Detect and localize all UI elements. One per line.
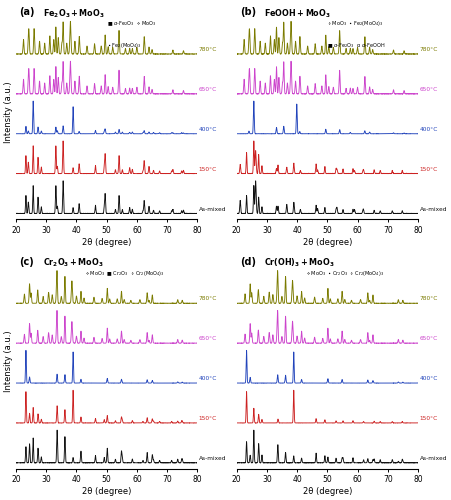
Text: $\diamond$ MoO$_3$  $\bullet$ Cr$_2$O$_3$  $\circ$ Cr$_2$(MoO$_4$)$_3$: $\diamond$ MoO$_3$ $\bullet$ Cr$_2$O$_3$…: [305, 268, 384, 278]
Text: 150°C: 150°C: [199, 416, 217, 421]
Text: $\mathbf{FeOOH+MoO_3}$: $\mathbf{FeOOH+MoO_3}$: [264, 8, 331, 20]
Text: As-mixed: As-mixed: [199, 456, 226, 461]
Text: $\mathbf{Cr_2O_3+MoO_3}$: $\mathbf{Cr_2O_3+MoO_3}$: [43, 256, 104, 269]
Text: 780°C: 780°C: [419, 296, 438, 302]
Text: $\mathbf{Cr(OH)_3+MoO_3}$: $\mathbf{Cr(OH)_3+MoO_3}$: [264, 256, 334, 269]
Text: 150°C: 150°C: [419, 416, 438, 421]
Text: 780°C: 780°C: [199, 296, 217, 302]
Text: (a): (a): [19, 8, 35, 18]
X-axis label: 2θ (degree): 2θ (degree): [303, 487, 352, 496]
Text: 650°C: 650°C: [419, 87, 438, 92]
Text: As-mixed: As-mixed: [419, 456, 447, 461]
Text: 400°C: 400°C: [199, 376, 217, 381]
Text: $\bullet$ Fe$_2$(MoO$_4$)$_3$: $\bullet$ Fe$_2$(MoO$_4$)$_3$: [107, 41, 142, 50]
Text: 400°C: 400°C: [199, 127, 217, 132]
Text: As-mixed: As-mixed: [199, 206, 226, 212]
Text: (d): (d): [240, 256, 256, 266]
Text: 400°C: 400°C: [419, 127, 438, 132]
Text: 650°C: 650°C: [199, 87, 217, 92]
Y-axis label: Intensity (a.u.): Intensity (a.u.): [4, 330, 13, 392]
Text: 650°C: 650°C: [419, 336, 438, 341]
Text: 780°C: 780°C: [199, 47, 217, 52]
X-axis label: 2θ (degree): 2θ (degree): [303, 238, 352, 246]
Text: $\mathbf{Fe_2O_3+MoO_3}$: $\mathbf{Fe_2O_3+MoO_3}$: [43, 8, 105, 20]
Text: 780°C: 780°C: [419, 47, 438, 52]
Text: $\circ$ MoO$_3$  $\bullet$ Fe$_2$(MoO$_4$)$_3$: $\circ$ MoO$_3$ $\bullet$ Fe$_2$(MoO$_4$…: [327, 19, 384, 28]
X-axis label: 2θ (degree): 2θ (degree): [82, 487, 131, 496]
Text: (c): (c): [19, 256, 34, 266]
Text: 650°C: 650°C: [199, 336, 217, 341]
Text: 150°C: 150°C: [199, 166, 217, 172]
Text: $\blacksquare$ $\alpha$-Fe$_2$O$_3$  $\diamond$ MoO$_3$: $\blacksquare$ $\alpha$-Fe$_2$O$_3$ $\di…: [107, 19, 156, 28]
Text: (b): (b): [240, 8, 256, 18]
Text: $\blacksquare$ $\alpha$-Fe$_2$O$_3$  α $\alpha$-FeOOH: $\blacksquare$ $\alpha$-Fe$_2$O$_3$ α $\…: [327, 41, 386, 50]
Text: $\diamond$ MoO$_3$  $\blacksquare$ Cr$_2$O$_3$  $\circ$ Cr$_2$(MoO$_4$)$_3$: $\diamond$ MoO$_3$ $\blacksquare$ Cr$_2$…: [85, 268, 165, 278]
Text: As-mixed: As-mixed: [419, 206, 447, 212]
Y-axis label: Intensity (a.u.): Intensity (a.u.): [4, 81, 13, 142]
Text: 150°C: 150°C: [419, 166, 438, 172]
X-axis label: 2θ (degree): 2θ (degree): [82, 238, 131, 246]
Text: 400°C: 400°C: [419, 376, 438, 381]
